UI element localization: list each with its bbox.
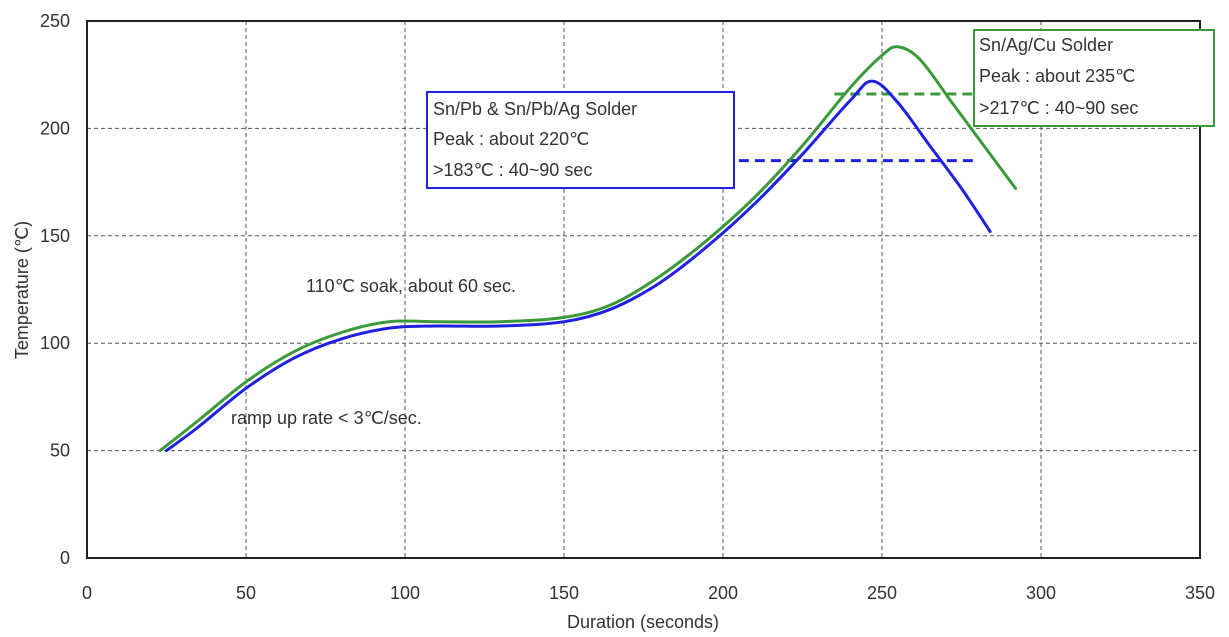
- y-tick-label: 50: [50, 441, 70, 461]
- snpb-legend-box: Sn/Pb & Sn/Pb/Ag Solder Peak : about 220…: [426, 91, 735, 189]
- plot-frame: [86, 20, 1201, 559]
- snagcu-box-border: [973, 29, 1215, 127]
- snagcu-box-title: Sn/Ag/Cu Solder: [979, 35, 1113, 55]
- soak-annotation: 110℃ soak, about 60 sec.: [306, 276, 516, 296]
- x-tick-label: 0: [82, 583, 92, 603]
- snpb-box-title: Sn/Pb & Sn/Pb/Ag Solder: [433, 99, 637, 119]
- y-axis-label: Temperature (℃): [12, 221, 32, 359]
- snagcu-legend-box: Sn/Ag/Cu Solder Peak : about 235℃ >217℃ …: [973, 29, 1215, 127]
- series-line-1: [158, 45, 1018, 453]
- snpb-box-border: [426, 91, 735, 189]
- x-tick-label: 350: [1185, 583, 1215, 603]
- y-tick-label: 100: [40, 333, 70, 353]
- x-tick-labels: 0 50 100 150 200 250 300 350: [82, 583, 1215, 603]
- reference-lines: [738, 92, 984, 163]
- x-tick-label: 100: [390, 583, 420, 603]
- y-tick-labels: 0 50 100 150 200 250: [40, 11, 70, 568]
- x-tick-label: 300: [1026, 583, 1056, 603]
- x-tick-label: 200: [708, 583, 738, 603]
- snagcu-box-time: >217℃ : 40~90 sec: [979, 98, 1138, 118]
- y-tick-label: 150: [40, 226, 70, 246]
- y-tick-label: 250: [40, 11, 70, 31]
- y-tick-label: 0: [60, 548, 70, 568]
- x-axis-label: Duration (seconds): [567, 612, 719, 632]
- series-line-0: [165, 79, 992, 453]
- series-lines: [158, 45, 1018, 453]
- x-tick-label: 150: [549, 583, 579, 603]
- snpb-box-peak: Peak : about 220℃: [433, 129, 589, 149]
- snagcu-box-peak: Peak : about 235℃: [979, 66, 1135, 86]
- y-tick-label: 200: [40, 118, 70, 138]
- x-tick-label: 250: [867, 583, 897, 603]
- ramp-annotation: ramp up rate < 3℃/sec.: [231, 408, 422, 428]
- snpb-box-time: >183℃ : 40~90 sec: [433, 160, 592, 180]
- x-tick-label: 50: [236, 583, 256, 603]
